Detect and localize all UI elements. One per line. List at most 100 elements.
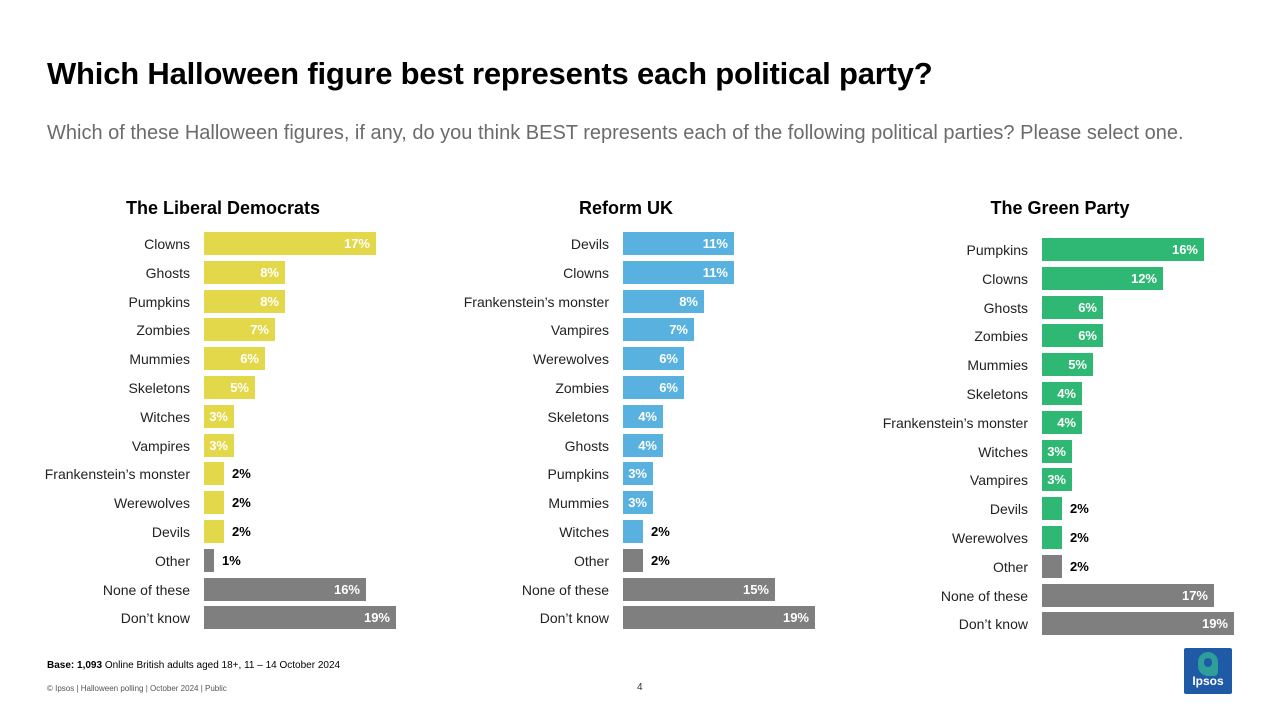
value-label: 19% [363,610,390,625]
value-label: 19% [1201,616,1228,631]
value-label: 3% [628,495,647,510]
page-number: 4 [637,682,643,693]
chart-title: Reform UK [578,198,673,218]
bar [204,606,396,629]
value-label: 4% [638,438,657,453]
base-note: Base: 1,093 Online British adults aged 1… [47,660,340,671]
bar [204,290,285,313]
value-label: 12% [1130,271,1157,286]
category-label: Werewolves [533,351,609,367]
category-label: Werewolves [114,495,190,511]
bar [204,491,224,514]
ipsos-logo-text: Ipsos [1192,674,1224,688]
value-label: 17% [343,236,370,251]
value-label: 6% [1078,328,1097,343]
value-label: 2% [1070,559,1089,574]
bar [623,549,643,572]
bar [623,520,643,543]
bar [204,578,366,601]
bar [623,318,694,341]
value-label: 19% [782,610,809,625]
bar [1042,468,1072,491]
value-label: 3% [1047,472,1066,487]
bar [623,290,704,313]
bar [623,462,653,485]
value-label: 8% [679,294,698,309]
value-label: 2% [1070,501,1089,516]
slide-title: Which Halloween figure best represents e… [47,56,933,91]
bar [204,376,255,399]
chart-title: The Liberal Democrats [125,198,321,218]
value-label: 3% [209,438,228,453]
category-label: Ghosts [564,438,609,454]
category-label: Frankenstein’s monster [882,415,1028,431]
category-label: Other [154,553,190,569]
value-label: 3% [628,466,647,481]
value-label: 1% [222,553,241,568]
category-label: Ghosts [145,265,190,281]
category-label: Don’t know [958,616,1028,632]
value-label: 4% [1057,386,1076,401]
value-label: 16% [333,582,360,597]
value-label: 3% [1047,444,1066,459]
chart-title: The Green Party [990,198,1130,218]
category-label: Skeletons [128,380,190,396]
bar [204,232,376,255]
category-label: Skeletons [547,409,609,425]
bar [1042,584,1214,607]
value-label: 2% [232,524,251,539]
bar [204,261,285,284]
bar [1042,353,1093,376]
bar [1042,411,1082,434]
bar [623,232,734,255]
bar [623,578,775,601]
value-label: 4% [638,409,657,424]
bar [1042,238,1204,261]
category-label: Mummies [548,495,609,511]
category-label: Other [992,559,1028,575]
bar [204,434,234,457]
bar [204,405,234,428]
value-label: 15% [742,582,769,597]
category-label: Mummies [967,357,1028,373]
category-label: Frankenstein’s monster [463,294,609,310]
category-label: Frankenstein’s monster [44,466,190,482]
bar [1042,267,1163,290]
category-label: Vampires [131,438,190,454]
value-label: 16% [1171,242,1198,257]
category-label: Zombies [555,380,609,396]
bar [1042,555,1062,578]
value-label: 6% [659,380,678,395]
value-label: 2% [232,495,251,510]
value-label: 7% [669,322,688,337]
bar [1042,382,1082,405]
category-label: Clowns [982,271,1028,287]
bar [623,376,684,399]
slide-subtitle: Which of these Halloween figures, if any… [47,122,1184,144]
category-label: Don’t know [120,610,190,626]
bar [1042,296,1103,319]
value-label: 8% [260,265,279,280]
bar [1042,324,1103,347]
bar [204,347,265,370]
category-label: Vampires [550,322,609,338]
category-label: Devils [570,236,609,252]
value-label: 7% [250,322,269,337]
value-label: 3% [209,409,228,424]
category-label: Zombies [136,322,190,338]
bar [623,491,653,514]
value-label: 2% [651,553,670,568]
category-label: Pumpkins [128,294,190,310]
value-label: 2% [651,524,670,539]
category-label: Zombies [974,328,1028,344]
bar [1042,612,1234,635]
base-note-label: Base: 1,093 [47,660,103,671]
category-label: Ghosts [983,300,1028,316]
category-label: Devils [989,501,1028,517]
category-label: None of these [521,582,609,598]
value-label: 11% [702,236,728,251]
value-label: 6% [240,351,259,366]
value-label: 2% [1070,530,1089,545]
ipsos-logo: Ipsos [1184,648,1232,694]
footer-text: © Ipsos | Halloween polling | October 20… [47,684,227,693]
